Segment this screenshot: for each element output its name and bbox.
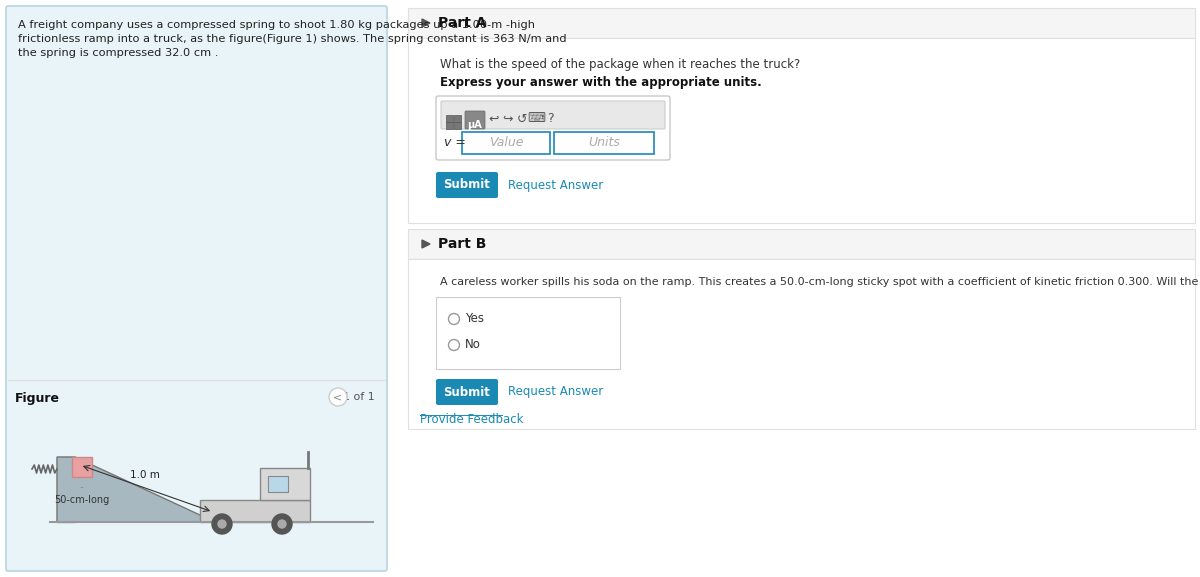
Text: A freight company uses a compressed spring to shoot 1.80 kg packages up a 1.00-m: A freight company uses a compressed spri… (18, 20, 535, 30)
Text: ↪: ↪ (503, 113, 514, 126)
Text: ↺: ↺ (517, 113, 527, 126)
Circle shape (212, 514, 232, 534)
Bar (58, 457, 74, 522)
FancyBboxPatch shape (436, 297, 620, 369)
FancyBboxPatch shape (466, 111, 485, 129)
FancyBboxPatch shape (436, 96, 670, 160)
FancyBboxPatch shape (408, 38, 1195, 223)
Text: Units: Units (588, 137, 620, 149)
FancyBboxPatch shape (454, 115, 461, 122)
FancyBboxPatch shape (436, 379, 498, 405)
Text: <: < (334, 392, 343, 402)
Bar (268, 476, 288, 492)
Text: 1 of 1: 1 of 1 (343, 392, 374, 402)
Bar (260, 468, 310, 500)
FancyBboxPatch shape (408, 229, 1195, 259)
FancyBboxPatch shape (408, 259, 1195, 429)
Text: µA: µA (468, 120, 482, 130)
Text: ?: ? (547, 113, 553, 126)
Polygon shape (422, 240, 430, 248)
FancyBboxPatch shape (408, 8, 1195, 38)
Circle shape (449, 339, 460, 350)
Circle shape (278, 520, 286, 528)
Text: the spring is compressed 32.0 cm .: the spring is compressed 32.0 cm . (18, 48, 218, 58)
FancyBboxPatch shape (442, 101, 665, 129)
Text: Submit: Submit (444, 178, 491, 192)
Circle shape (329, 388, 347, 406)
Text: What is the speed of the package when it reaches the truck?: What is the speed of the package when it… (440, 58, 800, 71)
Text: Express your answer with the appropriate units.: Express your answer with the appropriate… (440, 76, 762, 89)
Text: Request Answer: Request Answer (508, 178, 604, 192)
Circle shape (449, 313, 460, 324)
FancyBboxPatch shape (462, 132, 550, 154)
Text: Submit: Submit (444, 385, 491, 399)
Text: Value: Value (488, 137, 523, 149)
FancyBboxPatch shape (554, 132, 654, 154)
Polygon shape (422, 19, 430, 27)
Text: Figure: Figure (14, 392, 60, 405)
Text: Yes: Yes (466, 313, 484, 325)
Polygon shape (58, 457, 215, 522)
Text: ↩: ↩ (488, 113, 499, 126)
Text: frictionless ramp into a truck, as the figure(Figure 1) shows. The spring consta: frictionless ramp into a truck, as the f… (18, 34, 566, 44)
Text: Part A: Part A (438, 16, 486, 30)
Text: A careless worker spills his soda on the ramp. This creates a 50.0-cm-long stick: A careless worker spills his soda on the… (440, 277, 1200, 287)
Circle shape (272, 514, 292, 534)
FancyBboxPatch shape (6, 6, 386, 571)
Text: Request Answer: Request Answer (508, 385, 604, 399)
Text: ⌨: ⌨ (527, 113, 545, 126)
Bar (200, 500, 310, 522)
Text: v =: v = (444, 137, 466, 149)
Bar (72, 457, 92, 477)
Text: No: No (466, 339, 481, 351)
FancyBboxPatch shape (436, 172, 498, 198)
Circle shape (218, 520, 226, 528)
FancyBboxPatch shape (454, 122, 461, 129)
Text: 50-cm-long: 50-cm-long (54, 495, 109, 505)
Text: 1.0 m: 1.0 m (130, 470, 160, 479)
Text: ..: .. (79, 481, 85, 490)
Text: Part B: Part B (438, 237, 486, 251)
FancyBboxPatch shape (446, 122, 454, 129)
FancyBboxPatch shape (446, 115, 454, 122)
Text: Provide Feedback: Provide Feedback (420, 413, 523, 426)
